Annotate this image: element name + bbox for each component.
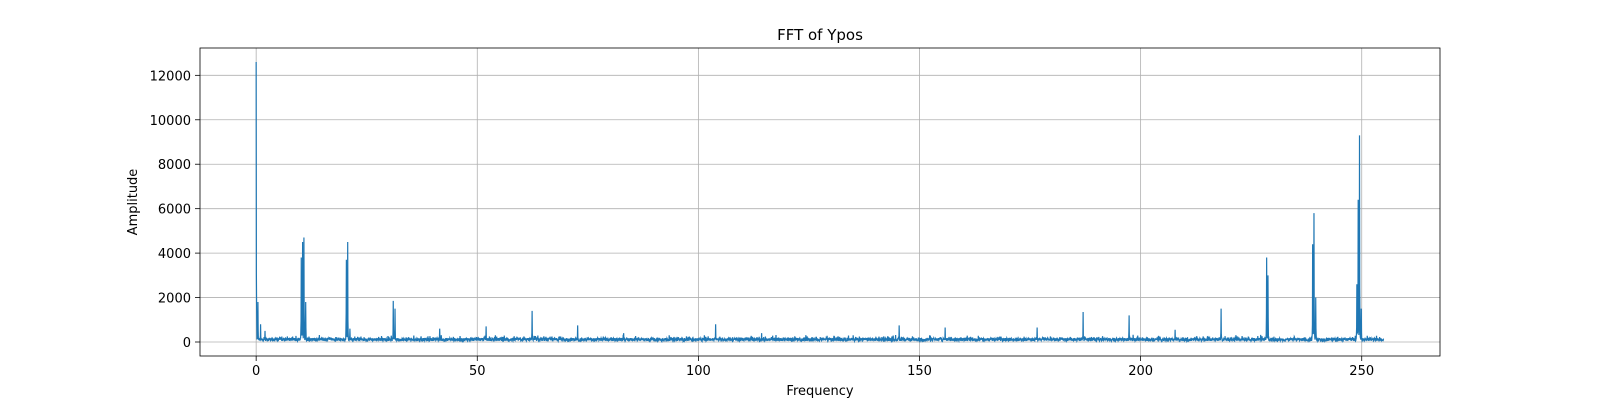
x-axis-label: Frequency bbox=[786, 384, 853, 399]
x-tick-label: 50 bbox=[469, 364, 486, 379]
y-tick-label: 10000 bbox=[150, 114, 191, 129]
x-tick-label: 250 bbox=[1349, 364, 1374, 379]
y-tick-label: 6000 bbox=[158, 203, 191, 218]
y-tick-label: 12000 bbox=[150, 69, 191, 84]
y-tick-label: 2000 bbox=[158, 292, 191, 307]
x-tick-label: 100 bbox=[686, 364, 711, 379]
x-tick-label: 200 bbox=[1128, 364, 1153, 379]
y-axis-ticks: 0 2000 4000 6000 8000 10000 12000 bbox=[150, 69, 200, 351]
chart-title: FFT of Ypos bbox=[777, 26, 863, 44]
y-tick-label: 4000 bbox=[158, 247, 191, 262]
plot-frame bbox=[199, 47, 1441, 357]
x-axis-ticks: 0 50 100 150 200 250 bbox=[252, 356, 1374, 379]
fft-series bbox=[255, 61, 1385, 344]
y-axis-label: Amplitude bbox=[126, 169, 141, 236]
y-tick-label: 8000 bbox=[158, 158, 191, 173]
x-tick-label: 150 bbox=[907, 364, 932, 379]
y-tick-label: 0 bbox=[183, 336, 191, 351]
x-tick-label: 0 bbox=[252, 364, 260, 379]
grid-lines bbox=[200, 48, 1440, 356]
fft-line bbox=[255, 61, 1385, 344]
